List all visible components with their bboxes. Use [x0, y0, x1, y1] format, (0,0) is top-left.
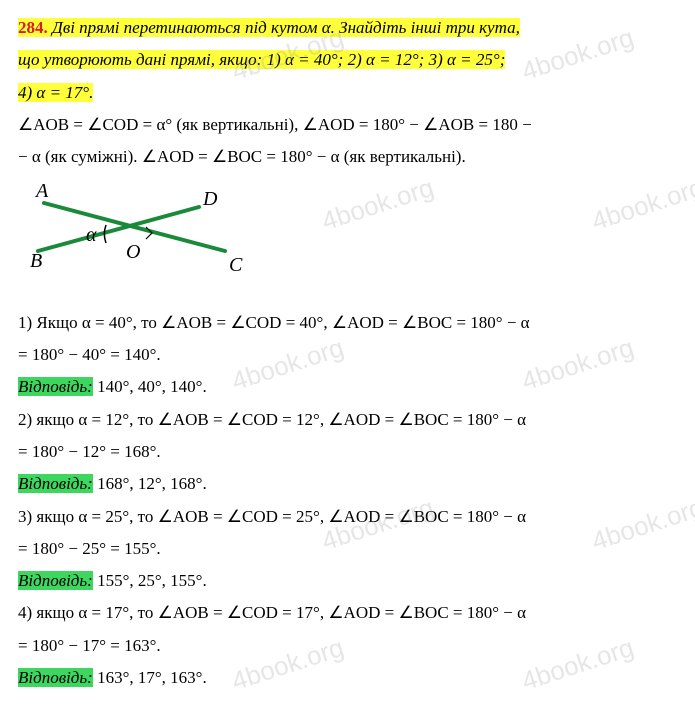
svg-text:O: O — [126, 241, 140, 263]
answer-label: Відповідь: — [18, 377, 93, 396]
svg-text:α: α — [86, 224, 97, 246]
case-answer: Відповідь: 168°, 12°, 168°. — [18, 468, 677, 500]
case-body-line-1: 1) Якщо α = 40°, то ∠AOB = ∠COD = 40°, ∠… — [18, 307, 677, 339]
problem-statement-line2: що утворюють дані прямі, якщо: 1) α = 40… — [18, 44, 677, 76]
case-answer: Відповідь: 155°, 25°, 155°. — [18, 565, 677, 597]
answer-values: 168°, 12°, 168°. — [93, 474, 207, 493]
intersecting-lines-diagram: A D B C Oα — [18, 179, 248, 289]
svg-text:A: A — [34, 180, 49, 202]
answer-label: Відповідь: — [18, 571, 93, 590]
case-body-line-1: 3) якщо α = 25°, то ∠AOB = ∠COD = 25°, ∠… — [18, 501, 677, 533]
case-body-line-2: = 180° − 40° = 140°. — [18, 339, 677, 371]
problem-text-2: що утворюють дані прямі, якщо: 1) α = 40… — [18, 50, 505, 69]
watermark: 4book.org — [585, 163, 695, 246]
problem-number: 284. — [18, 18, 48, 37]
watermark: 4book.org — [315, 163, 440, 246]
case-body-line-2: = 180° − 12° = 168°. — [18, 436, 677, 468]
case-body-line-1: 2) якщо α = 12°, то ∠AOB = ∠COD = 12°, ∠… — [18, 404, 677, 436]
svg-text:C: C — [229, 254, 243, 276]
svg-text:B: B — [30, 250, 42, 272]
problem-text-3: 4) α = 17°. — [18, 83, 93, 102]
case-answer: Відповідь: 140°, 40°, 140°. — [18, 371, 677, 403]
preamble-line-1: ∠AOB = ∠COD = α° (як вертикальні), ∠AOD … — [18, 109, 677, 141]
case-answer: Відповідь: 163°, 17°, 163°. — [18, 662, 677, 694]
svg-text:D: D — [202, 188, 218, 210]
answer-label: Відповідь: — [18, 474, 93, 493]
case-body-line-1: 4) якщо α = 17°, то ∠AOB = ∠COD = 17°, ∠… — [18, 597, 677, 629]
answer-values: 140°, 40°, 140°. — [93, 377, 207, 396]
preamble-line-2: − α (як суміжні). ∠AOD = ∠BOC = 180° − α… — [18, 141, 677, 173]
case-body-line-2: = 180° − 25° = 155°. — [18, 533, 677, 565]
answer-values: 155°, 25°, 155°. — [93, 571, 207, 590]
problem-text-1: Дві прямі перетинаються під кутом α. Зна… — [48, 18, 520, 37]
problem-statement: 284. Дві прямі перетинаються під кутом α… — [18, 12, 677, 44]
case-body-line-2: = 180° − 17° = 163°. — [18, 630, 677, 662]
problem-statement-line3: 4) α = 17°. — [18, 77, 677, 109]
